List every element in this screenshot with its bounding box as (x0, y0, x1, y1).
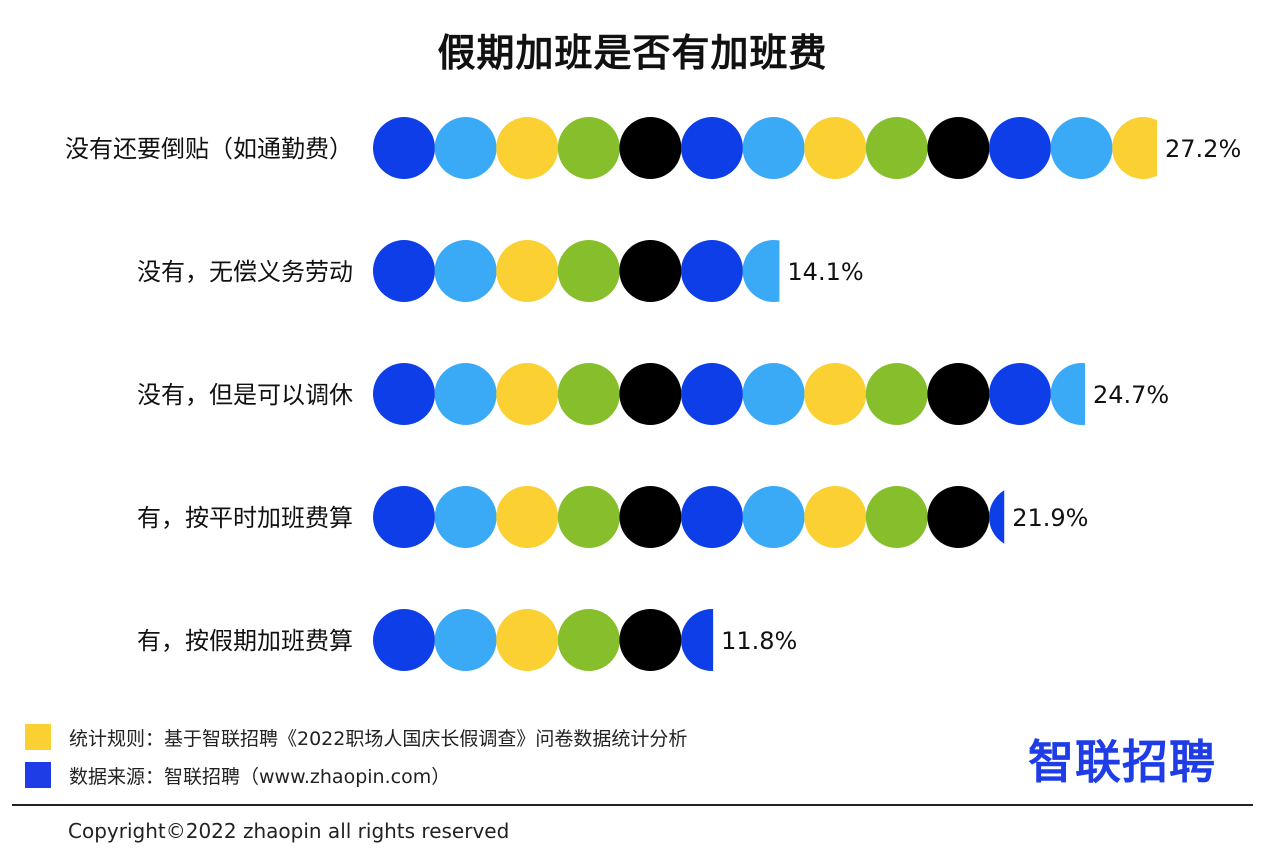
bar-dot (619, 609, 682, 671)
zhaopin-logo: 智联招聘 (1028, 735, 1216, 789)
bar-dot (742, 117, 805, 179)
bar-dot (865, 363, 928, 425)
bar-dot (373, 240, 435, 302)
bar-dot (434, 117, 497, 179)
bar-dot (557, 240, 620, 302)
bar (373, 117, 1157, 179)
footer-divider (12, 804, 1253, 806)
bar-dot (989, 363, 1051, 425)
value-label: 24.7% (1093, 381, 1169, 409)
copyright-text: Copyright©2022 zhaopin all rights reserv… (68, 819, 510, 843)
category-label: 没有，无偿义务劳动 (137, 258, 353, 286)
bar-dot (373, 363, 435, 425)
bar-dot (496, 117, 559, 179)
value-label: 14.1% (787, 258, 863, 286)
bar (373, 609, 714, 671)
rule-note: 统计规则：基于智联招聘《2022职场人国庆长假调查》问卷数据统计分析 (25, 722, 687, 752)
bar-dot (681, 486, 743, 548)
bar-dot (496, 486, 559, 548)
bar-dot (804, 117, 867, 179)
bar-dot (496, 609, 559, 671)
bar-dot (434, 609, 497, 671)
category-label: 有，按平时加班费算 (137, 504, 353, 532)
bar-dot (434, 240, 497, 302)
bar-dot (1050, 363, 1085, 425)
dot-bar-chart: 没有还要倒贴（如通勤费） 27.2% 没有，无偿义务劳动 14.1% 没有，但是可以调休… (65, 117, 1241, 671)
bar-dot (619, 117, 682, 179)
category-label: 有，按假期加班费算 (137, 627, 353, 655)
bar-dot (681, 240, 743, 302)
bar (373, 363, 1085, 425)
bar-row: 没有还要倒贴（如通勤费） 27.2% (65, 117, 1241, 179)
bar-dot (927, 486, 990, 548)
bar-dot (927, 117, 990, 179)
bar-dot (496, 363, 559, 425)
bar-dot (496, 240, 559, 302)
bar-dot (1050, 117, 1113, 179)
bar-dot (742, 240, 780, 302)
bar-dot (989, 490, 1005, 544)
bar-dot (619, 486, 682, 548)
bar-dot (373, 609, 435, 671)
bar-dot (742, 486, 805, 548)
bar-dot (619, 240, 682, 302)
bar-dot (557, 363, 620, 425)
bar-dot (619, 363, 682, 425)
bar-dot (804, 363, 867, 425)
bar (373, 486, 1005, 548)
rule-text: 统计规则：基于智联招聘《2022职场人国庆长假调查》问卷数据统计分析 (69, 727, 688, 750)
bar-dot (804, 486, 867, 548)
bar-dot (373, 117, 435, 179)
bar-dot (681, 609, 714, 671)
bar-dot (681, 363, 743, 425)
value-label: 21.9% (1012, 504, 1088, 532)
bar-row: 有，按平时加班费算 21.9% (137, 486, 1088, 548)
bar-dot (557, 117, 620, 179)
bar-dot (373, 486, 435, 548)
value-label: 27.2% (1165, 135, 1241, 163)
bar-dot (1112, 117, 1157, 179)
bar-row: 有，按假期加班费算 11.8% (137, 609, 797, 671)
category-label: 没有，但是可以调休 (137, 381, 353, 409)
source-note: 数据来源：智联招聘（www.zhaopin.com） (25, 760, 450, 790)
category-label: 没有还要倒贴（如通勤费） (65, 135, 353, 163)
bar-dot (989, 117, 1051, 179)
bar-dot (865, 486, 928, 548)
bar-dot (865, 117, 928, 179)
bar-dot (742, 363, 805, 425)
source-swatch (25, 762, 51, 788)
chart-title: 假期加班是否有加班费 (437, 31, 828, 75)
bar-dot (434, 486, 497, 548)
bar-row: 没有，但是可以调休 24.7% (137, 363, 1169, 425)
bar (373, 240, 780, 302)
bar-dot (434, 363, 497, 425)
bar-dot (557, 609, 620, 671)
rule-swatch (25, 724, 51, 750)
value-label: 11.8% (721, 627, 797, 655)
bar-dot (681, 117, 743, 179)
bar-row: 没有，无偿义务劳动 14.1% (137, 240, 864, 302)
source-text: 数据来源：智联招聘（www.zhaopin.com） (69, 765, 451, 788)
bar-dot (927, 363, 990, 425)
bar-dot (557, 486, 620, 548)
